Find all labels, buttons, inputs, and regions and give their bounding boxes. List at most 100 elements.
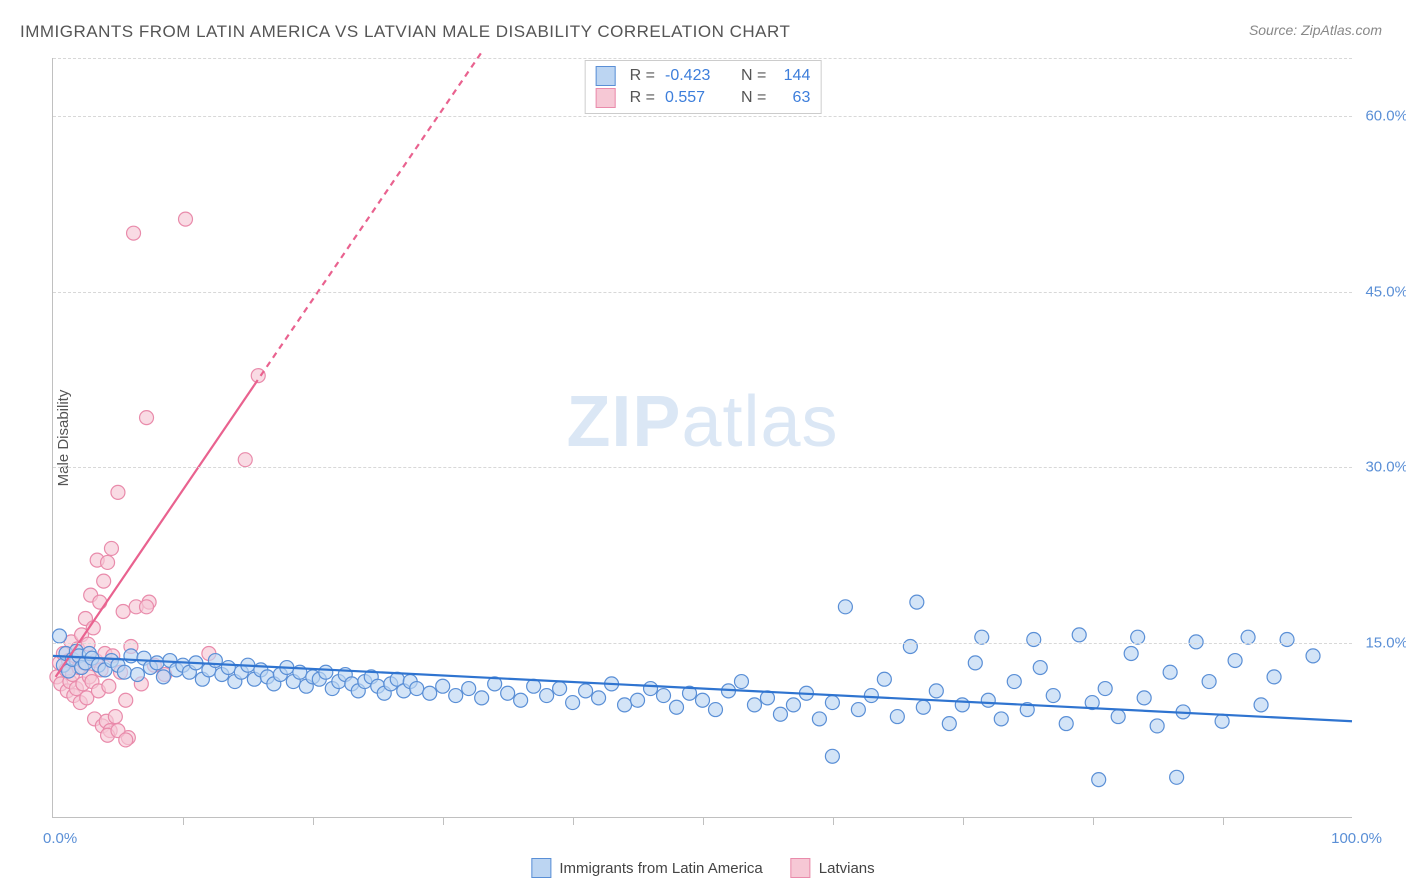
series-label-pink: Latvians (819, 860, 875, 877)
x-tick (1093, 817, 1094, 825)
data-point (1092, 773, 1106, 787)
data-point (773, 707, 787, 721)
data-point (101, 555, 115, 569)
data-point (786, 698, 800, 712)
data-point (514, 693, 528, 707)
series-legend-item-blue: Immigrants from Latin America (531, 858, 762, 878)
plot-area: Male Disability ZIPatlas 0.0% 100.0% 15.… (52, 58, 1352, 818)
data-point (449, 689, 463, 703)
data-point (644, 682, 658, 696)
y-tick-label: 15.0% (1365, 634, 1406, 651)
data-point (140, 411, 154, 425)
series-legend: Immigrants from Latin America Latvians (531, 858, 874, 878)
x-axis-start-label: 0.0% (43, 830, 77, 847)
trend-line (53, 656, 1352, 721)
r-value-pink: 0.557 (665, 89, 721, 107)
series-Immigrants from Latin America (53, 595, 1321, 786)
data-point (1254, 698, 1268, 712)
data-point (108, 710, 122, 724)
data-point (670, 700, 684, 714)
data-point (890, 710, 904, 724)
data-point (238, 453, 252, 467)
data-point (1215, 714, 1229, 728)
n-label: N = (741, 67, 766, 85)
data-point (127, 226, 141, 240)
data-point (410, 682, 424, 696)
data-point (53, 629, 67, 643)
data-point (1267, 670, 1281, 684)
data-point (994, 712, 1008, 726)
data-point (903, 640, 917, 654)
data-point (1111, 710, 1125, 724)
data-point (1027, 633, 1041, 647)
data-point (851, 703, 865, 717)
legend-swatch-blue-icon (531, 858, 551, 878)
r-label: R = (630, 89, 655, 107)
correlation-legend-row-blue: R = -0.423 N = 144 (596, 65, 811, 87)
data-point (140, 600, 154, 614)
gridline (53, 292, 1352, 293)
plot-svg (53, 58, 1352, 817)
data-point (1059, 717, 1073, 731)
r-value-blue: -0.423 (665, 67, 721, 85)
data-point (104, 541, 118, 555)
gridline (53, 467, 1352, 468)
data-point (1280, 633, 1294, 647)
gridline (53, 643, 1352, 644)
data-point (179, 212, 193, 226)
data-point (102, 679, 116, 693)
data-point (319, 665, 333, 679)
y-tick-label: 45.0% (1365, 283, 1406, 300)
legend-swatch-pink-icon (791, 858, 811, 878)
data-point (877, 672, 891, 686)
data-point (208, 654, 222, 668)
data-point (221, 661, 235, 675)
x-tick (183, 817, 184, 825)
trend-line (56, 385, 255, 677)
data-point (825, 696, 839, 710)
x-tick (443, 817, 444, 825)
x-tick (573, 817, 574, 825)
data-point (981, 693, 995, 707)
correlation-legend-row-pink: R = 0.557 N = 63 (596, 87, 811, 109)
data-point (130, 668, 144, 682)
source-attribution: Source: ZipAtlas.com (1249, 22, 1382, 38)
series-legend-item-pink: Latvians (791, 858, 875, 878)
x-tick (1223, 817, 1224, 825)
data-point (942, 717, 956, 731)
data-point (618, 698, 632, 712)
data-point (579, 684, 593, 698)
data-point (423, 686, 437, 700)
data-point (968, 656, 982, 670)
data-point (708, 703, 722, 717)
data-point (1124, 647, 1138, 661)
data-point (734, 675, 748, 689)
data-point (1163, 665, 1177, 679)
data-point (1098, 682, 1112, 696)
data-point (566, 696, 580, 710)
data-point (1150, 719, 1164, 733)
data-point (553, 682, 567, 696)
x-axis-end-label: 100.0% (1331, 830, 1382, 847)
data-point (1007, 675, 1021, 689)
y-tick-label: 30.0% (1365, 459, 1406, 476)
data-point (916, 700, 930, 714)
data-point (825, 749, 839, 763)
data-point (747, 698, 761, 712)
data-point (111, 485, 125, 499)
data-point (119, 693, 133, 707)
data-point (93, 595, 107, 609)
data-point (1228, 654, 1242, 668)
data-point (1033, 661, 1047, 675)
data-point (1046, 689, 1060, 703)
data-point (116, 604, 130, 618)
chart-title: IMMIGRANTS FROM LATIN AMERICA VS LATVIAN… (20, 22, 790, 42)
data-point (910, 595, 924, 609)
data-point (462, 682, 476, 696)
data-point (1072, 628, 1086, 642)
y-tick-label: 60.0% (1365, 108, 1406, 125)
n-value-pink: 63 (776, 89, 810, 107)
data-point (117, 665, 131, 679)
data-point (1137, 691, 1151, 705)
data-point (592, 691, 606, 705)
